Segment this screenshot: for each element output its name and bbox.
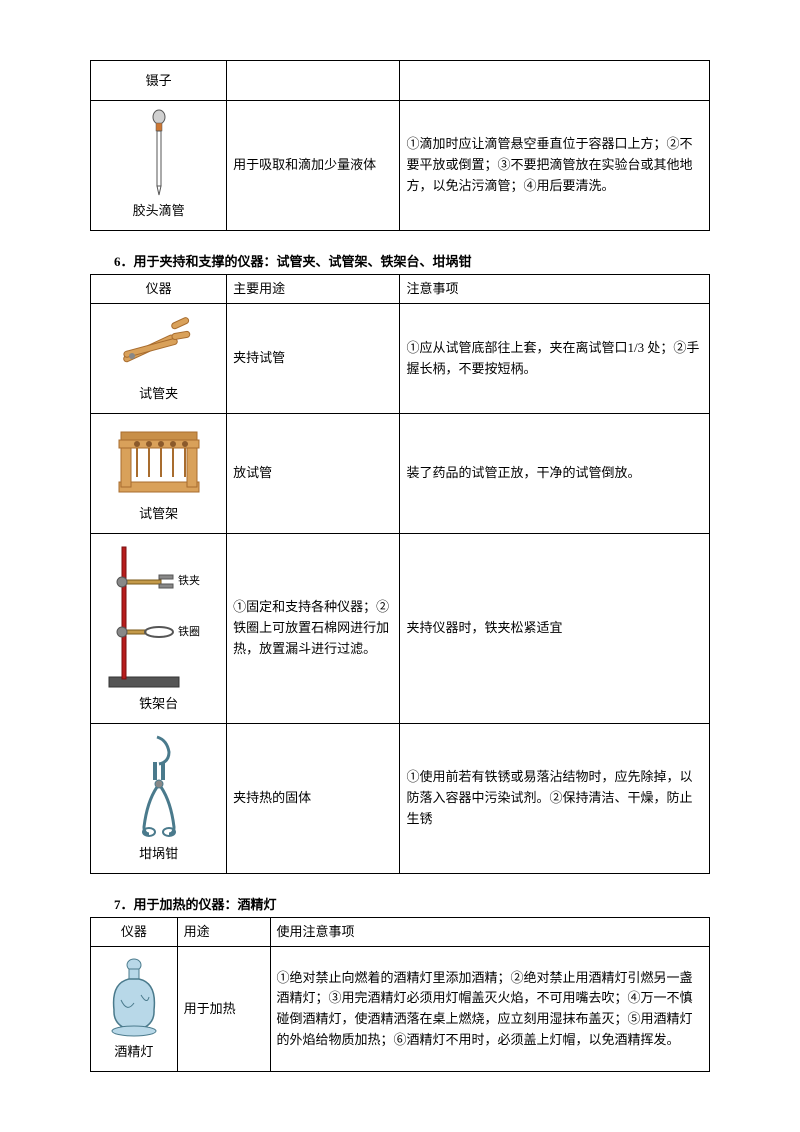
cell-note: ①应从试管底部往上套，夹在离试管口1/3 处；②手握长柄，不要按短柄。 [400,304,710,414]
row-label: 铁架台 [139,694,178,715]
cell-use: 用于加热 [177,947,270,1072]
annot-clamp: 铁夹 [178,574,200,587]
cell-note: 夹持仪器时，铁夹松紧适宜 [400,533,710,723]
annot-ring: 铁圈 [178,625,200,638]
cell-note: 装了药品的试管正放，干净的试管倒放。 [400,414,710,534]
table-row: 酒精灯 用于加热 ①绝对禁止向燃着的酒精灯里添加酒精；②绝对禁止用酒精灯引燃另一… [91,947,710,1072]
cell-use: 放试管 [227,414,400,534]
row-label: 试管夹 [139,384,178,405]
dropper-icon [144,109,174,199]
table-header: 仪器 主要用途 注意事项 [91,274,710,304]
table-row: 胶头滴管 用于吸取和滴加少量液体 ①滴加时应让滴管悬空垂直位于容器口上方；②不要… [91,100,710,230]
header-use: 主要用途 [227,274,400,304]
instruments-table-clamp: 仪器 主要用途 注意事项 试管夹 夹持试管 ①应从试管底部往上套 [90,274,710,874]
test-tube-clamp-icon [114,312,204,382]
cell-use: ①固定和支持各种仪器；②铁圈上可放置石棉网进行加热，放置漏斗进行过滤。 [227,533,400,723]
test-tube-rack-icon [109,422,209,502]
cell-use [227,61,400,101]
row-label: 坩埚钳 [139,844,178,865]
table-row: 试管架 放试管 装了药品的试管正放，干净的试管倒放。 [91,414,710,534]
instruments-table-misc: 镊子 胶头滴管 用于吸取和滴加少量液体 ①滴加时应让滴管悬空垂直 [90,60,710,231]
cell-note: ①绝对禁止向燃着的酒精灯里添加酒精；②绝对禁止用酒精灯引燃另一盏酒精灯；③用完酒… [270,947,710,1072]
cell-note [400,61,710,101]
row-label: 胶头滴管 [133,201,185,222]
crucible-tongs-icon [129,732,189,842]
iron-stand-icon: 铁夹 铁圈 [104,542,214,692]
header-note: 注意事项 [400,274,710,304]
header-use: 用途 [177,917,270,947]
cell-use: 夹持热的固体 [227,723,400,873]
cell-use: 夹持试管 [227,304,400,414]
cell-note: ①滴加时应让滴管悬空垂直位于容器口上方；②不要平放或倒置；③不要把滴管放在实验台… [400,100,710,230]
table-row: 坩埚钳 夹持热的固体 ①使用前若有铁锈或易落沾结物时，应先除掉，以防落入容器中污… [91,723,710,873]
table-row: 镊子 [91,61,710,101]
section7-title: 7．用于加热的仪器：酒精灯 [114,894,710,913]
header-note: 使用注意事项 [270,917,710,947]
row-label: 试管架 [139,504,178,525]
cell-note: ①使用前若有铁锈或易落沾结物时，应先除掉，以防落入容器中污染试剂。②保持清洁、干… [400,723,710,873]
table-row: 试管夹 夹持试管 ①应从试管底部往上套，夹在离试管口1/3 处；②手握长柄，不要… [91,304,710,414]
section6-title: 6．用于夹持和支撑的仪器：试管夹、试管架、铁架台、坩埚钳 [114,251,710,270]
alcohol-lamp-icon [99,955,169,1040]
table-row: 铁夹 铁圈 铁架台 ①固定和支持各种仪器；②铁圈上可放置石棉网进行加热，放置漏斗… [91,533,710,723]
row-label: 酒精灯 [114,1042,153,1063]
instruments-table-heat: 仪器 用途 使用注意事项 酒精灯 用于加热 ①绝 [90,917,710,1073]
table-header: 仪器 用途 使用注意事项 [91,917,710,947]
cell-use: 用于吸取和滴加少量液体 [227,100,400,230]
header-instrument: 仪器 [91,274,227,304]
header-instrument: 仪器 [91,917,178,947]
row-label: 镊子 [146,71,172,92]
